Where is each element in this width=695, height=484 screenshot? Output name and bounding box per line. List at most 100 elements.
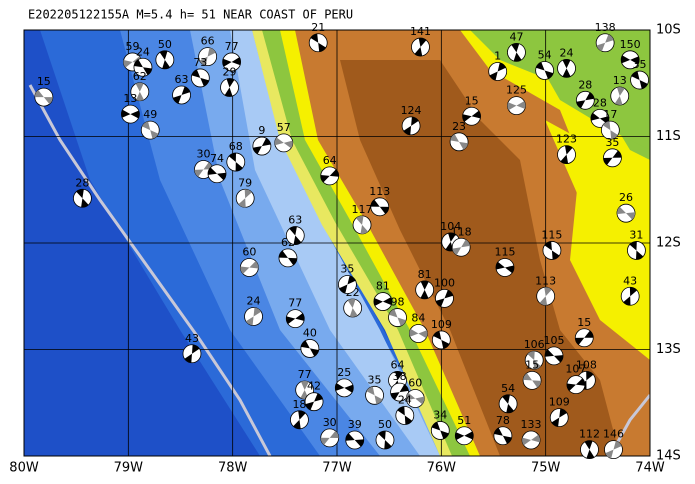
- beachball: [222, 52, 242, 72]
- beachball-quadrant: [566, 378, 585, 391]
- beachball-quadrant: [253, 138, 271, 154]
- depth-label: 63: [175, 73, 189, 86]
- beachball-quadrant: [462, 110, 481, 122]
- beachball-quadrant: [590, 112, 609, 124]
- beachball: [235, 188, 255, 208]
- depth-label: 34: [433, 408, 447, 421]
- beachball-quadrant: [345, 433, 364, 447]
- beachball-quadrant: [347, 298, 358, 317]
- beachball-quadrant: [576, 92, 595, 109]
- y-tick-label: 14S: [656, 449, 681, 464]
- beachball-quadrant: [495, 261, 514, 274]
- beachball-quadrant: [301, 340, 319, 357]
- beachball-quadrant: [445, 232, 456, 251]
- beachball-quadrant: [602, 121, 618, 140]
- depth-label: 106: [524, 338, 545, 351]
- depth-label: 125: [506, 84, 527, 97]
- beachball-quadrant: [631, 71, 648, 89]
- beachball: [220, 78, 239, 97]
- beachball-quadrant: [191, 69, 209, 87]
- beachball-quadrant: [320, 169, 339, 183]
- depth-label: 123: [556, 133, 577, 146]
- beachball: [521, 430, 541, 450]
- beachball-quadrant: [562, 59, 571, 78]
- depth-label: 13: [613, 74, 627, 87]
- beachball-quadrant: [489, 62, 506, 81]
- beachball: [603, 148, 622, 168]
- beachball-quadrant: [224, 78, 235, 97]
- beachball: [507, 96, 526, 116]
- beachball-quadrant: [511, 43, 522, 62]
- beachball-quadrant: [279, 250, 297, 266]
- depth-label: 81: [418, 268, 432, 281]
- beachball-quadrant: [551, 408, 567, 427]
- beachball: [244, 307, 263, 326]
- beachball-quadrant: [623, 287, 637, 306]
- beachball-quadrant: [523, 373, 542, 388]
- beachball: [308, 33, 328, 53]
- depth-label: 24: [560, 46, 574, 59]
- beachball: [493, 426, 513, 446]
- beachball-quadrant: [603, 150, 622, 165]
- beachball-quadrant: [544, 241, 560, 260]
- depth-label: 115: [541, 228, 562, 241]
- beachball: [290, 410, 309, 430]
- beachball-quadrant: [370, 199, 389, 214]
- beachball-quadrant: [433, 331, 450, 349]
- depth-label: 107: [565, 363, 586, 376]
- beachball: [285, 309, 305, 329]
- beachball-quadrant: [452, 239, 471, 256]
- depth-label: 1: [494, 50, 501, 63]
- beachball-quadrant: [199, 47, 216, 66]
- beachball-quadrant: [123, 56, 142, 68]
- beachball-quadrant: [173, 86, 191, 104]
- beachball-quadrant: [614, 87, 625, 106]
- depth-label: 50: [378, 418, 392, 431]
- depth-label: 21: [311, 21, 325, 34]
- y-tick-label: 13S: [656, 342, 681, 357]
- beachball: [574, 328, 594, 348]
- beachball: [610, 86, 630, 106]
- depth-label: 29: [223, 66, 237, 79]
- beachball-quadrant: [310, 33, 326, 52]
- beachball: [140, 120, 160, 140]
- beachball-quadrant: [389, 309, 407, 326]
- depth-label: 64: [323, 154, 337, 167]
- x-tick-label: 80W: [9, 461, 39, 476]
- depth-label: 138: [595, 21, 616, 34]
- beachball-quadrant: [184, 344, 200, 363]
- beachball-quadrant: [575, 330, 594, 345]
- depth-label: 24: [398, 394, 412, 407]
- beachball: [285, 226, 305, 245]
- depth-label: 84: [411, 312, 425, 325]
- depth-label: 26: [619, 191, 633, 204]
- beachball-quadrant: [450, 134, 468, 150]
- beachball: [34, 87, 54, 107]
- beachball-quadrant: [406, 392, 425, 405]
- beachball-quadrant: [373, 297, 392, 306]
- beachball: [451, 237, 471, 257]
- beachball-quadrant: [194, 162, 213, 177]
- beachball-quadrant: [320, 430, 339, 445]
- depth-label: 113: [369, 185, 390, 198]
- depth-label: 17: [603, 108, 617, 121]
- depth-label: 30: [323, 416, 337, 429]
- beachball-quadrant: [621, 55, 640, 65]
- beachball-quadrant: [507, 101, 526, 111]
- beachball: [627, 241, 646, 260]
- beachball: [388, 308, 407, 327]
- title: E202205122155A M=5.4 h= 51 NEAR COAST OF…: [28, 8, 353, 22]
- beachball-quadrant: [527, 351, 541, 370]
- depth-label: 35: [633, 58, 647, 71]
- beachball: [365, 385, 384, 405]
- beachball: [405, 389, 425, 408]
- beachball-quadrant: [539, 287, 552, 306]
- beachball-quadrant: [596, 34, 614, 52]
- depth-label: 63: [288, 214, 302, 227]
- beachball: [274, 133, 294, 153]
- depth-label: 31: [629, 228, 643, 241]
- beachball: [343, 298, 363, 318]
- beachball: [557, 58, 576, 78]
- beachball: [352, 215, 372, 235]
